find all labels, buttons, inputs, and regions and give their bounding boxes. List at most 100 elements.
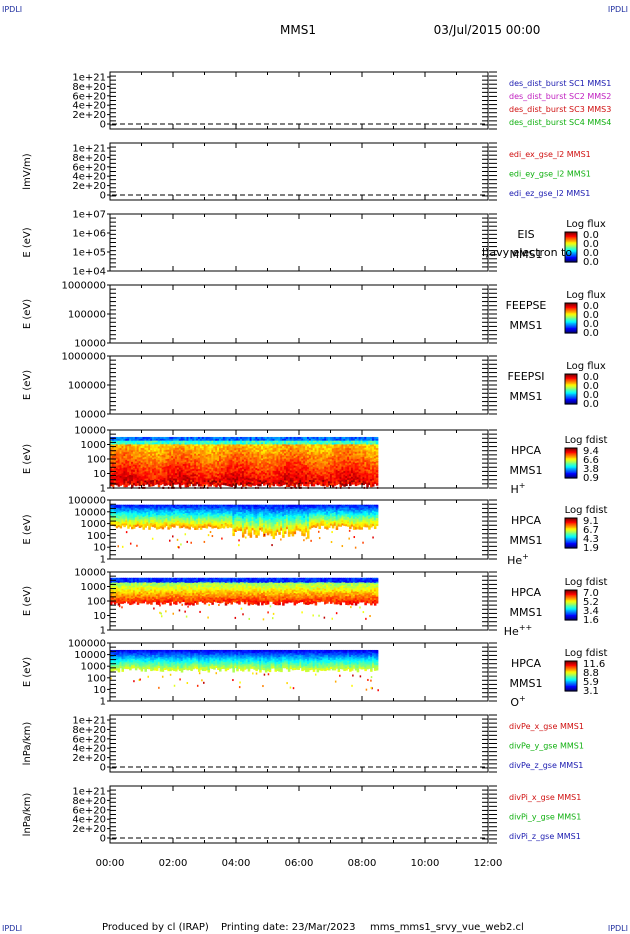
spectrogram-cell [264,455,268,458]
spectrogram-cell [138,442,142,446]
spectrogram-cell [360,447,364,451]
spectrogram-cell [308,469,312,472]
spectrogram-cell [219,446,222,449]
spectrogram-cell [264,453,268,456]
spectrogram-cell [178,440,182,444]
colorbar-swatch [565,396,577,399]
spectrogram-cell [211,446,214,449]
spectrogram-cell [117,459,121,463]
spectrogram-cell [186,516,190,519]
spectrogram-cell [301,447,304,451]
spectrogram-cell [153,482,157,485]
spectrogram-cell [188,455,191,459]
spectrogram-cell [270,475,274,478]
spectrogram-cell [263,466,266,470]
spectrogram-cell [230,463,233,467]
spectrogram-cell [341,438,344,442]
spectrogram-cell [236,464,239,467]
spectrogram-cell [209,436,212,440]
spectrogram-cell [196,518,199,522]
colorbar-swatch [565,319,577,322]
spectrogram-cell [180,509,184,512]
spectrogram-cell [186,440,190,444]
spectrogram-cell [350,446,354,449]
spectrogram-cell [228,448,232,451]
spectrogram-cell [287,465,291,468]
spectrogram-cell [186,504,190,507]
spectrogram-cell [280,472,283,475]
spectrogram-cell [278,442,281,446]
spectrogram-cell [268,484,272,488]
spectrogram-cell [331,444,335,448]
spectrogram-cell [234,465,237,469]
spectrogram-cell [217,472,220,475]
spectrogram-cell [291,455,295,459]
spectrogram-cell [169,506,172,509]
spectrogram-cell [272,466,276,470]
spectrogram-cell [131,482,134,486]
spectrogram-cell [266,479,270,482]
colorbar-swatch [565,449,577,452]
spectrogram-cell [354,481,358,485]
spectrogram-cell [138,453,142,457]
spectrogram-cell [222,442,226,445]
spectrogram-cell [247,472,251,476]
spectrogram-cell [358,458,362,462]
spectrogram-cell [322,468,325,472]
spectrogram-cell [146,520,149,523]
spectrogram-cell [255,469,258,473]
spectrogram-cell [228,476,232,479]
spectrogram-cell [297,454,300,457]
spectrogram-cell [144,451,147,454]
spectrogram-cell [314,456,318,460]
spectrogram-cell [125,454,128,457]
spectrogram-cell [211,442,214,445]
spectrogram-cell [375,472,379,475]
spectrogram-cell [136,442,140,445]
spectrogram-cell [285,438,289,442]
spectrogram-cell [350,458,354,462]
spectrogram-cell [259,453,262,457]
spectrogram-cell [178,509,182,512]
spectrogram-cell [192,463,195,466]
spectrogram-cell [236,469,239,472]
spectrogram-cell [176,516,180,519]
spectrogram-cell [152,515,155,518]
spectrogram-cell [123,465,126,469]
spectrogram-cell [117,463,121,466]
spectrogram-cell [347,479,350,483]
spectrogram-cell [370,436,373,440]
spectrogram-cell [324,473,327,477]
spectrogram-cell [228,461,232,464]
spectrogram-cell [333,481,337,484]
spectrogram-cell [184,480,188,484]
spectrogram-cell [316,442,320,445]
spectrogram-cell [329,462,333,466]
spectrogram-cell [257,463,260,466]
spectrogram-cell [144,480,147,483]
spectrogram-cell [345,466,348,470]
spectrogram-cell [362,438,365,442]
spectrogram-cell [136,460,140,464]
spectrogram-cell [123,515,126,518]
spectrogram-cell [192,453,195,457]
spectrogram-cell [241,436,245,440]
spectrogram-cell [349,472,352,475]
spectrogram-cell [131,440,134,444]
spectrogram-cell [169,470,172,474]
spectrogram-cell [215,452,218,455]
spectrogram-cell [362,440,365,444]
spectrogram-cell [368,442,371,445]
spectrogram-cell [146,460,149,463]
spectrogram-cell [115,457,119,460]
spectrogram-cell [251,477,255,481]
spectrogram-cell [220,449,224,453]
spectrogram-cell [159,473,163,477]
spectrogram-cell [163,436,167,440]
spectrogram-cell [209,470,212,474]
y-tick-label: 100000 [68,381,106,392]
spectrogram-cell [282,451,285,455]
spectrogram-cell [251,459,255,462]
spectrogram-cell [213,446,216,449]
spectrogram-cell [349,448,352,451]
